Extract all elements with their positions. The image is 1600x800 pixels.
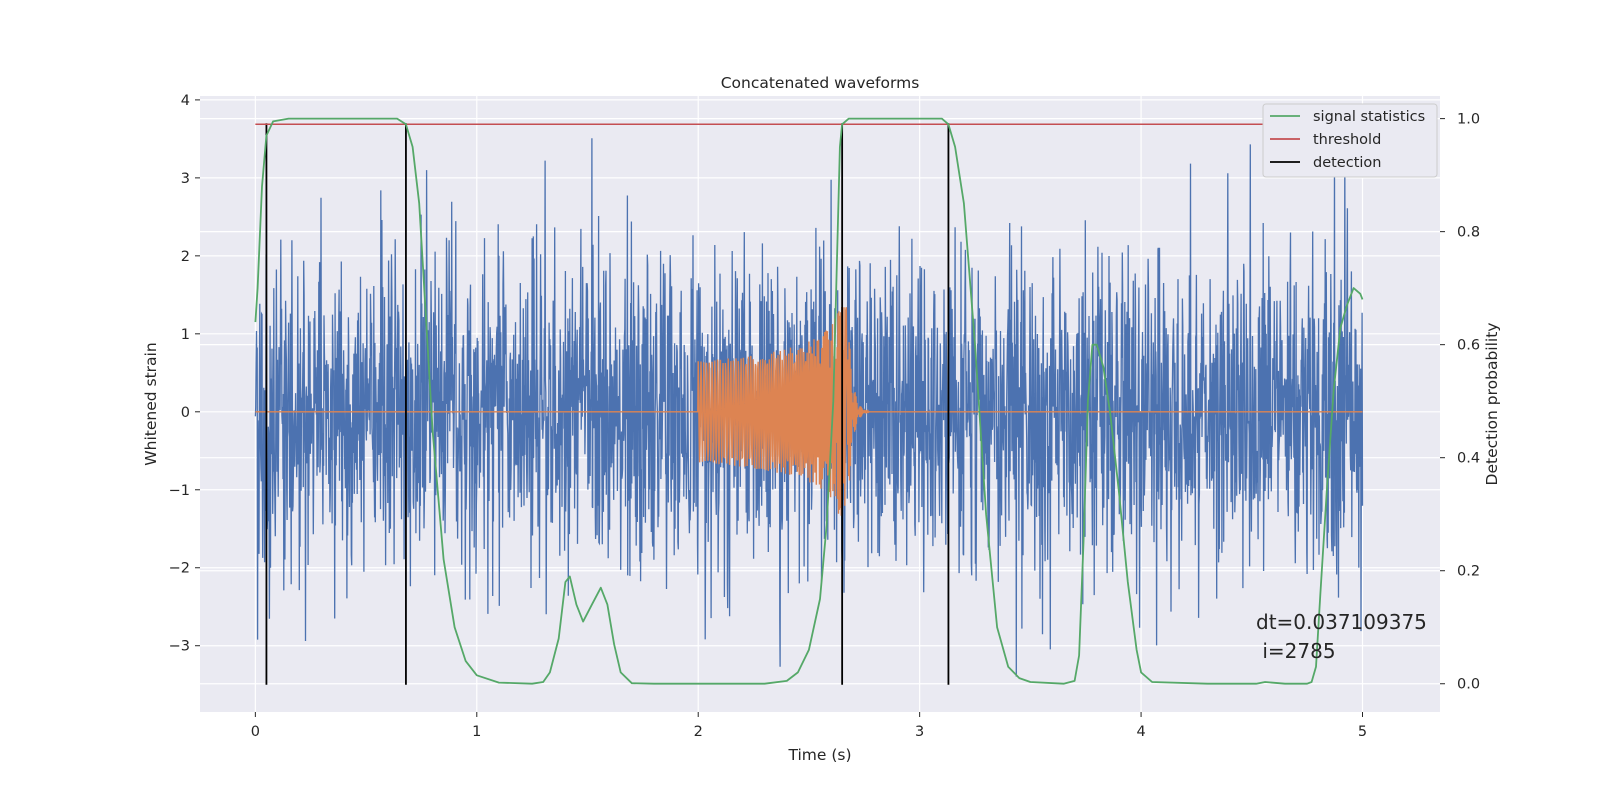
y-tick-label-left-1: −2 [169,561,190,577]
x-tick-label-2: 2 [694,724,703,740]
detection-lines [265,123,950,685]
y-tick-label-right-3: 0.6 [1457,338,1480,354]
axis-ticks: 0 1 2 3 4 5 −3 −2 −1 0 1 2 3 4 0.0 0.2 0.4 0.6 0.8 1.0 [169,93,1480,740]
chirp-series [255,306,1363,516]
y-tick-label-left-5: 2 [181,249,190,265]
legend-box [1262,103,1438,178]
legend: signal statistics threshold detection [1262,103,1438,178]
y-tick-label-right-4: 0.8 [1457,225,1480,241]
y-tick-label-right-2: 0.4 [1457,451,1480,467]
legend-label-threshold: threshold [1313,132,1381,148]
signal-statistics-line [254,117,1364,685]
annotation-line-1: dt=0.037109375 [1256,610,1427,634]
y-tick-label-left-2: −1 [169,483,190,499]
y-tick-label-right-1: 0.2 [1457,564,1480,580]
x-axis-label: Time (s) [787,746,851,764]
y-axis-label-right: Detection probability [1483,323,1501,486]
legend-label-detection: detection [1313,155,1381,171]
y-tick-label-left-4: 1 [181,327,190,343]
x-tick-label-5: 5 [1358,724,1367,740]
signal-statistics-series [254,117,1364,685]
annotation: dt=0.037109375 i=2785 [1256,610,1427,663]
y-axis-label-left: Whitened strain [142,342,160,465]
y-tick-label-left-7: 4 [181,93,190,109]
y-tick-label-left-6: 3 [181,171,190,187]
x-tick-label-3: 3 [915,724,924,740]
x-tick-label-1: 1 [472,724,481,740]
x-tick-label-4: 4 [1136,724,1145,740]
y-tick-label-right-0: 0.0 [1457,677,1480,693]
x-tick-label-0: 0 [251,724,260,740]
annotation-line-2: i=2785 [1256,639,1336,663]
y-tick-label-right-5: 1.0 [1457,112,1480,128]
chirp-trace [255,306,1363,516]
chart-title: Concatenated waveforms [721,74,920,92]
y-tick-label-left-0: −3 [169,639,190,655]
y-tick-label-left-3: 0 [181,405,190,421]
legend-label-signal-statistics: signal statistics [1313,109,1425,125]
